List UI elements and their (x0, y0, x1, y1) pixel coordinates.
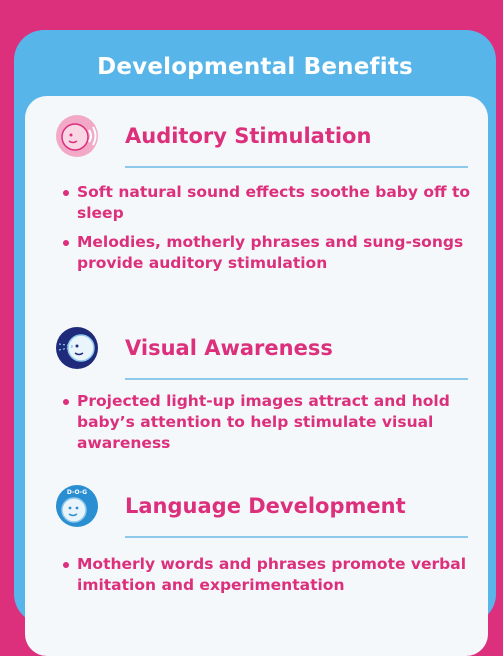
benefits-card: Auditory Stimulation Soft natural sound … (25, 96, 488, 656)
bullet-item: Melodies, motherly phrases and sung-song… (61, 232, 476, 274)
baby-hearing-icon (55, 114, 99, 158)
baby-seeing-icon (55, 326, 99, 370)
section-heading: Visual Awareness (125, 336, 333, 360)
icon-label: D-O-G (67, 489, 87, 496)
section-heading: Language Development (125, 494, 406, 518)
baby-speaking-icon: D-O-G (55, 484, 99, 528)
panel-title: Developmental Benefits (97, 54, 413, 80)
bullet-list: Soft natural sound effects soothe baby o… (61, 182, 476, 282)
bullet-list: Motherly words and phrases promote verba… (61, 554, 476, 604)
bullet-item: Projected light-up images attract and ho… (61, 391, 476, 454)
benefits-panel: Developmental Benefits Auditory Stimulat… (14, 30, 496, 656)
bullet-item: Motherly words and phrases promote verba… (61, 554, 476, 596)
bullet-item: Soft natural sound effects soothe baby o… (61, 182, 476, 224)
section-heading: Auditory Stimulation (125, 124, 372, 148)
bullet-list: Projected light-up images attract and ho… (61, 391, 476, 462)
section-divider (125, 536, 468, 538)
section-divider (125, 166, 468, 168)
section-divider (125, 378, 468, 380)
